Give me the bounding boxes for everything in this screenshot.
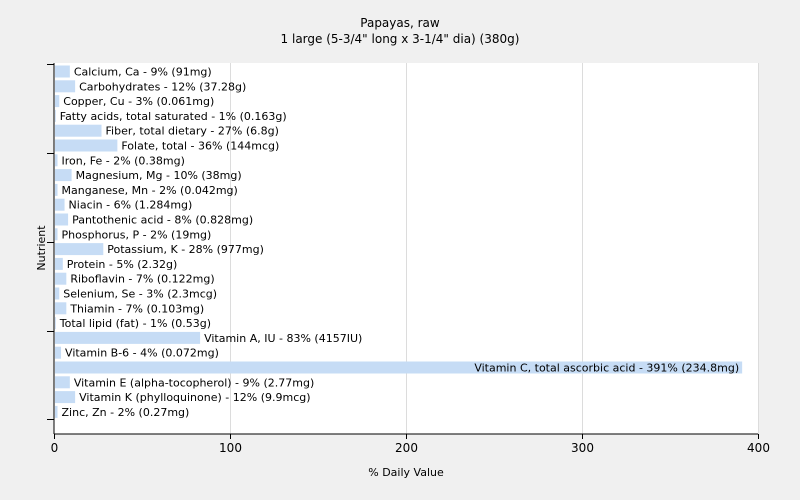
bar-label: Vitamin A, IU - 83% (4157IU) xyxy=(204,332,362,345)
bar xyxy=(55,198,65,211)
bar-label: Zinc, Zn - 2% (0.27mg) xyxy=(62,406,190,419)
y-axis-title: Nutrient xyxy=(35,225,48,271)
bar xyxy=(55,80,76,93)
bar-label: Vitamin K (phylloquinone) - 12% (9.9mcg) xyxy=(79,391,310,404)
bar-label: Folate, total - 36% (144mcg) xyxy=(121,140,279,153)
bar-label: Riboflavin - 7% (0.122mg) xyxy=(70,273,214,286)
bar-label: Vitamin C, total ascorbic acid - 391% (2… xyxy=(474,362,739,375)
bar xyxy=(55,169,72,182)
bar xyxy=(55,302,67,315)
bar xyxy=(55,391,76,404)
bar xyxy=(55,183,58,196)
bar-label: Copper, Cu - 3% (0.061mg) xyxy=(63,95,214,108)
chart-title: Papayas, raw xyxy=(360,16,440,30)
bar-label: Manganese, Mn - 2% (0.042mg) xyxy=(62,184,238,197)
chart-subtitle: 1 large (5-3/4" long x 3-1/4" dia) (380g… xyxy=(281,32,520,46)
bar xyxy=(55,65,70,78)
bar xyxy=(55,376,70,389)
bars xyxy=(55,65,743,418)
bar-label: Magnesium, Mg - 10% (38mg) xyxy=(76,169,242,182)
bar xyxy=(55,243,104,256)
bar-label: Total lipid (fat) - 1% (0.53g) xyxy=(59,317,211,330)
bar xyxy=(55,317,56,330)
bar-label: Fatty acids, total saturated - 1% (0.163… xyxy=(60,110,287,123)
bar xyxy=(55,95,60,108)
bar xyxy=(55,361,743,374)
x-axis-title: % Daily Value xyxy=(368,466,444,479)
bar-label: Calcium, Ca - 9% (91mg) xyxy=(74,66,212,79)
bar xyxy=(55,257,63,270)
bar xyxy=(55,405,58,418)
bar-label: Vitamin B-6 - 4% (0.072mg) xyxy=(65,347,219,360)
x-tick-label: 200 xyxy=(395,441,418,455)
bar-label: Selenium, Se - 3% (2.3mcg) xyxy=(63,288,217,301)
bar xyxy=(55,213,69,226)
bar xyxy=(55,331,201,344)
bar-label: Carbohydrates - 12% (37.28g) xyxy=(79,80,246,93)
y-ticks xyxy=(47,64,54,420)
bar-label: Iron, Fe - 2% (0.38mg) xyxy=(62,154,185,167)
x-ticks: 0 100 200 300 400 xyxy=(51,434,770,455)
x-tick-label: 100 xyxy=(219,441,242,455)
bar-labels: Calcium, Ca - 9% (91mg)Carbohydrates - 1… xyxy=(59,66,739,419)
bar-label: Thiamin - 7% (0.103mg) xyxy=(69,302,204,315)
bar xyxy=(55,272,67,285)
bar-label: Vitamin E (alpha-tocopherol) - 9% (2.77m… xyxy=(74,376,314,389)
bar xyxy=(55,139,118,152)
bar xyxy=(55,346,62,359)
x-tick-label: 0 xyxy=(51,441,59,455)
bar-label: Fiber, total dietary - 27% (6.8g) xyxy=(106,125,279,138)
bar-label: Protein - 5% (2.32g) xyxy=(67,258,178,271)
bar xyxy=(55,228,58,241)
bar-label: Pantothenic acid - 8% (0.828mg) xyxy=(72,214,253,227)
bar xyxy=(55,109,56,122)
bar xyxy=(55,287,60,300)
bar-label: Potassium, K - 28% (977mg) xyxy=(107,243,264,256)
bar-label: Phosphorus, P - 2% (19mg) xyxy=(62,228,212,241)
x-tick-label: 400 xyxy=(747,441,770,455)
bar xyxy=(55,124,102,137)
bar-label: Niacin - 6% (1.284mg) xyxy=(69,199,193,212)
bar xyxy=(55,154,58,167)
x-tick-label: 300 xyxy=(571,441,594,455)
